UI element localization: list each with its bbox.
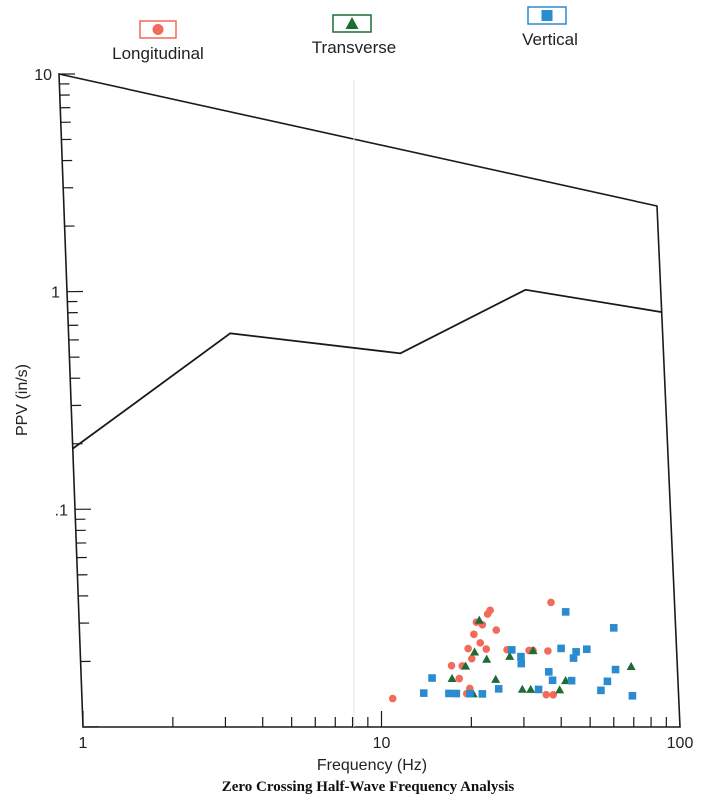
legend-box-transverse — [332, 14, 372, 33]
point-longitudinal — [482, 645, 491, 653]
point-longitudinal — [547, 598, 555, 607]
point-transverse — [491, 674, 501, 683]
point-transverse — [474, 615, 484, 624]
point-vertical — [517, 652, 525, 661]
point-vertical — [597, 686, 605, 695]
point-vertical — [419, 689, 428, 697]
axis-ticks: 10 1 .1 1 10 100 — [34, 67, 693, 752]
point-longitudinal — [542, 690, 550, 699]
point-transverse — [505, 651, 515, 660]
point-transverse — [555, 685, 565, 694]
point-transverse — [626, 661, 636, 670]
point-longitudinal — [549, 690, 558, 699]
point-longitudinal — [476, 639, 485, 647]
point-vertical — [507, 646, 516, 654]
limit-curve-line — [72, 288, 662, 450]
legend-box-vertical — [527, 6, 567, 25]
point-longitudinal — [467, 654, 476, 663]
legend-marker-triangle-icon — [345, 17, 359, 29]
point-vertical — [534, 685, 543, 694]
legend-label-longitudinal: Longitudinal — [112, 44, 204, 63]
point-vertical — [603, 677, 612, 686]
legend-marker-square-icon — [541, 10, 553, 21]
x-axis-label: Frequency (Hz) — [317, 757, 427, 774]
x-tick-label: 10 — [373, 735, 391, 752]
legend-label-transverse: Transverse — [312, 38, 396, 57]
point-longitudinal — [492, 626, 501, 634]
point-transverse — [461, 661, 471, 670]
legend-box-longitudinal — [139, 20, 177, 39]
point-vertical — [609, 624, 618, 632]
x-tick-label: 100 — [667, 735, 694, 752]
y-tick-label: .1 — [55, 502, 68, 519]
point-longitudinal — [447, 661, 456, 670]
point-vertical — [548, 676, 557, 685]
point-longitudinal — [544, 647, 552, 655]
point-longitudinal — [470, 630, 478, 639]
limit-curve — [72, 288, 662, 450]
plot-frame — [58, 72, 681, 728]
point-vertical — [611, 665, 620, 674]
y-tick-label: 1 — [51, 285, 60, 302]
point-transverse — [482, 654, 492, 663]
point-vertical — [494, 685, 503, 693]
point-transverse — [526, 684, 536, 693]
point-vertical — [567, 676, 576, 685]
point-vertical — [628, 692, 637, 700]
legend-item-transverse: Transverse — [312, 14, 396, 57]
y-axis-label: PPV (in/s) — [14, 364, 31, 436]
point-vertical — [478, 690, 487, 698]
point-transverse — [517, 684, 527, 693]
point-longitudinal — [455, 674, 464, 683]
point-transverse — [470, 647, 480, 656]
point-longitudinal — [388, 694, 397, 703]
chart-title: Zero Crossing Half-Wave Frequency Analys… — [222, 779, 515, 795]
point-vertical — [572, 648, 580, 656]
point-vertical — [557, 644, 565, 653]
point-transverse — [528, 646, 538, 655]
point-vertical — [466, 689, 474, 698]
point-vertical — [583, 645, 591, 654]
y-tick-label: 10 — [34, 67, 52, 84]
point-vertical — [452, 689, 461, 698]
point-longitudinal — [486, 606, 494, 615]
legend: Longitudinal Transverse Vertical — [112, 6, 578, 63]
point-vertical — [569, 654, 578, 662]
point-longitudinal — [464, 644, 472, 653]
point-vertical — [544, 668, 553, 676]
legend-label-vertical: Vertical — [522, 30, 578, 49]
point-vertical — [561, 608, 570, 616]
data-points — [388, 598, 637, 703]
point-vertical — [445, 689, 453, 698]
legend-item-vertical: Vertical — [522, 6, 578, 49]
x-tick-label: 1 — [79, 735, 88, 752]
point-vertical — [428, 674, 436, 682]
legend-item-longitudinal: Longitudinal — [112, 20, 204, 63]
point-vertical — [517, 659, 526, 668]
point-transverse — [447, 673, 457, 683]
legend-marker-circle-icon — [152, 24, 164, 35]
